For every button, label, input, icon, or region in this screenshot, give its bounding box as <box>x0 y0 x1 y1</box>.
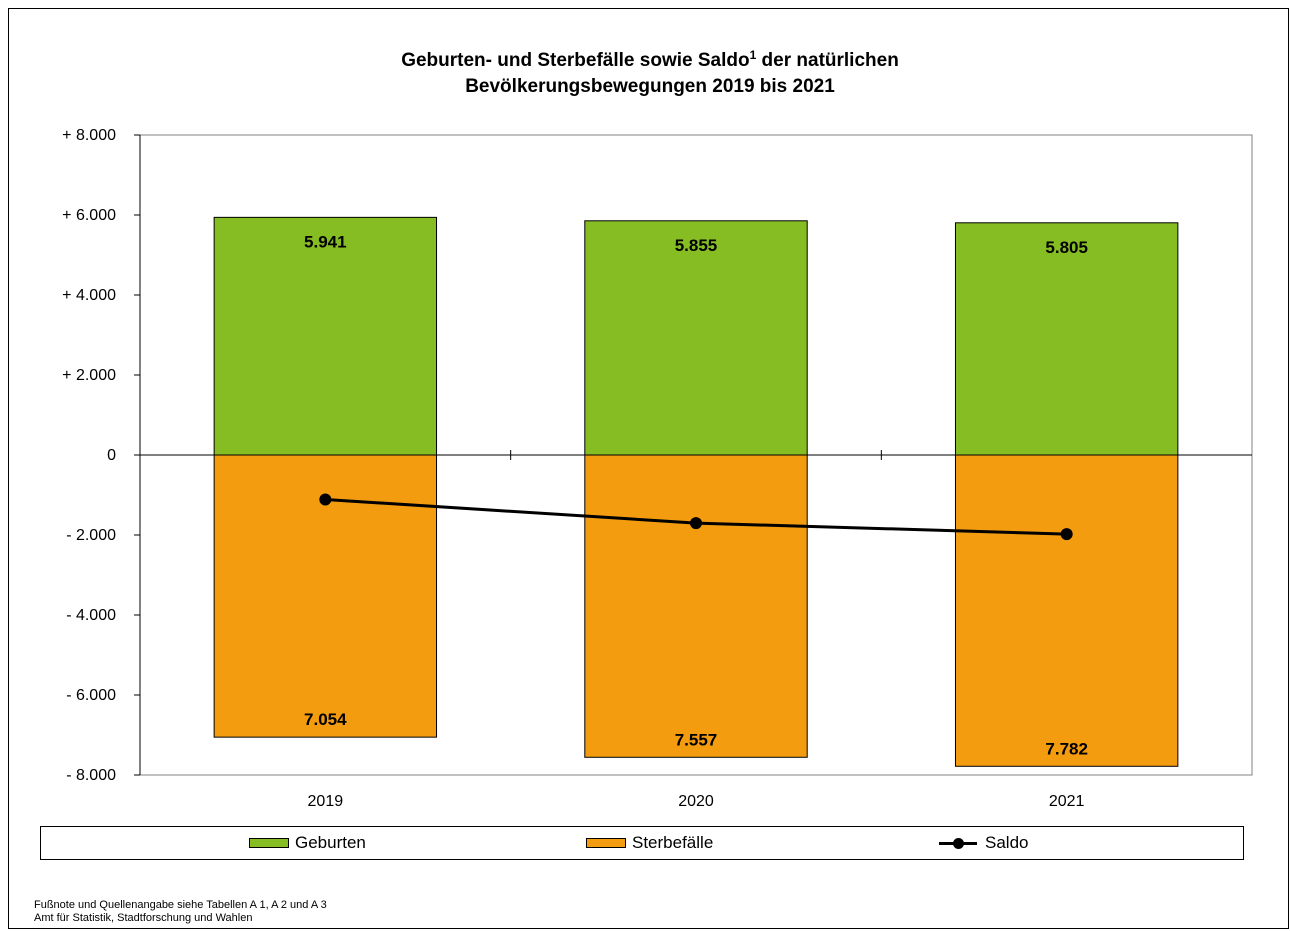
labels-layer: 5.941 7.054 2019 5.855 7.557 2020 5.805 7.782 20… <box>62 127 1088 810</box>
saldo-point-2019 <box>319 493 332 506</box>
legend-label-geburten: Geburten <box>295 833 366 852</box>
chart-title-line2: Bevölkerungsbewegungen 2019 bis 2021 <box>465 76 835 97</box>
y-tick-label-8000: + 8.000 <box>62 127 116 144</box>
footnote-source: Fußnote und Quellenangabe siehe Tabellen… <box>34 899 327 911</box>
legend-swatch-sterbefaelle <box>586 838 626 848</box>
legend-swatch-geburten <box>249 838 289 848</box>
saldo-point-2020 <box>690 517 702 530</box>
x-tick-label-2020: 2020 <box>678 793 714 810</box>
legend: Geburten Sterbefälle Saldo <box>40 826 1244 860</box>
y-tick-label-6000: + 6.000 <box>62 207 116 224</box>
legend-label-sterbefaelle: Sterbefälle <box>632 833 714 852</box>
y-tick-label--8000: - 8.000 <box>66 767 116 784</box>
saldo-point-2021 <box>1060 528 1073 541</box>
data-label-sterbefaelle-2020: 7.557 <box>675 730 718 749</box>
bars-layer <box>213 216 1179 767</box>
data-label-geburten-2020: 5.855 <box>675 236 718 255</box>
y-tick-label-2000: + 2.000 <box>62 367 116 384</box>
legend-item-sterbefaelle: Sterbefälle <box>586 833 713 853</box>
bar-sterbefaelle-2020 <box>584 454 808 758</box>
footnote-office: Amt für Statistik, Stadtforschung und Wa… <box>34 912 253 924</box>
legend-item-saldo: Saldo <box>939 833 1028 853</box>
bar-geburten-2020 <box>584 220 808 456</box>
data-label-sterbefaelle-2019: 7.054 <box>304 710 347 729</box>
bar-geburten-2021 <box>954 222 1179 456</box>
axes-layer <box>134 134 1252 776</box>
data-label-geburten-2021: 5.805 <box>1045 238 1088 257</box>
y-tick-label--6000: - 6.000 <box>66 687 116 704</box>
footnotes: Fußnote und Quellenangabe siehe Tabellen… <box>34 899 327 925</box>
saldo-line-layer <box>319 493 1073 541</box>
legend-line-marker-icon <box>939 833 977 853</box>
x-tick-label-2019: 2019 <box>308 793 344 810</box>
y-tick-label-4000: + 4.000 <box>62 287 116 304</box>
legend-label-saldo: Saldo <box>985 833 1029 852</box>
y-tick-label--4000: - 4.000 <box>66 607 116 624</box>
bar-sterbefaelle-2021 <box>954 454 1179 767</box>
x-tick-label-2021: 2021 <box>1049 793 1085 810</box>
bar-geburten-2019 <box>213 216 438 456</box>
y-tick-label-0: 0 <box>107 447 116 464</box>
data-label-sterbefaelle-2021: 7.782 <box>1045 739 1088 758</box>
y-tick-label--2000: - 2.000 <box>66 527 116 544</box>
chart-title-line1: Geburten- und Sterbefälle sowie Saldo1 d… <box>401 48 899 71</box>
legend-item-geburten: Geburten <box>249 833 366 853</box>
data-label-geburten-2019: 5.941 <box>304 232 347 251</box>
